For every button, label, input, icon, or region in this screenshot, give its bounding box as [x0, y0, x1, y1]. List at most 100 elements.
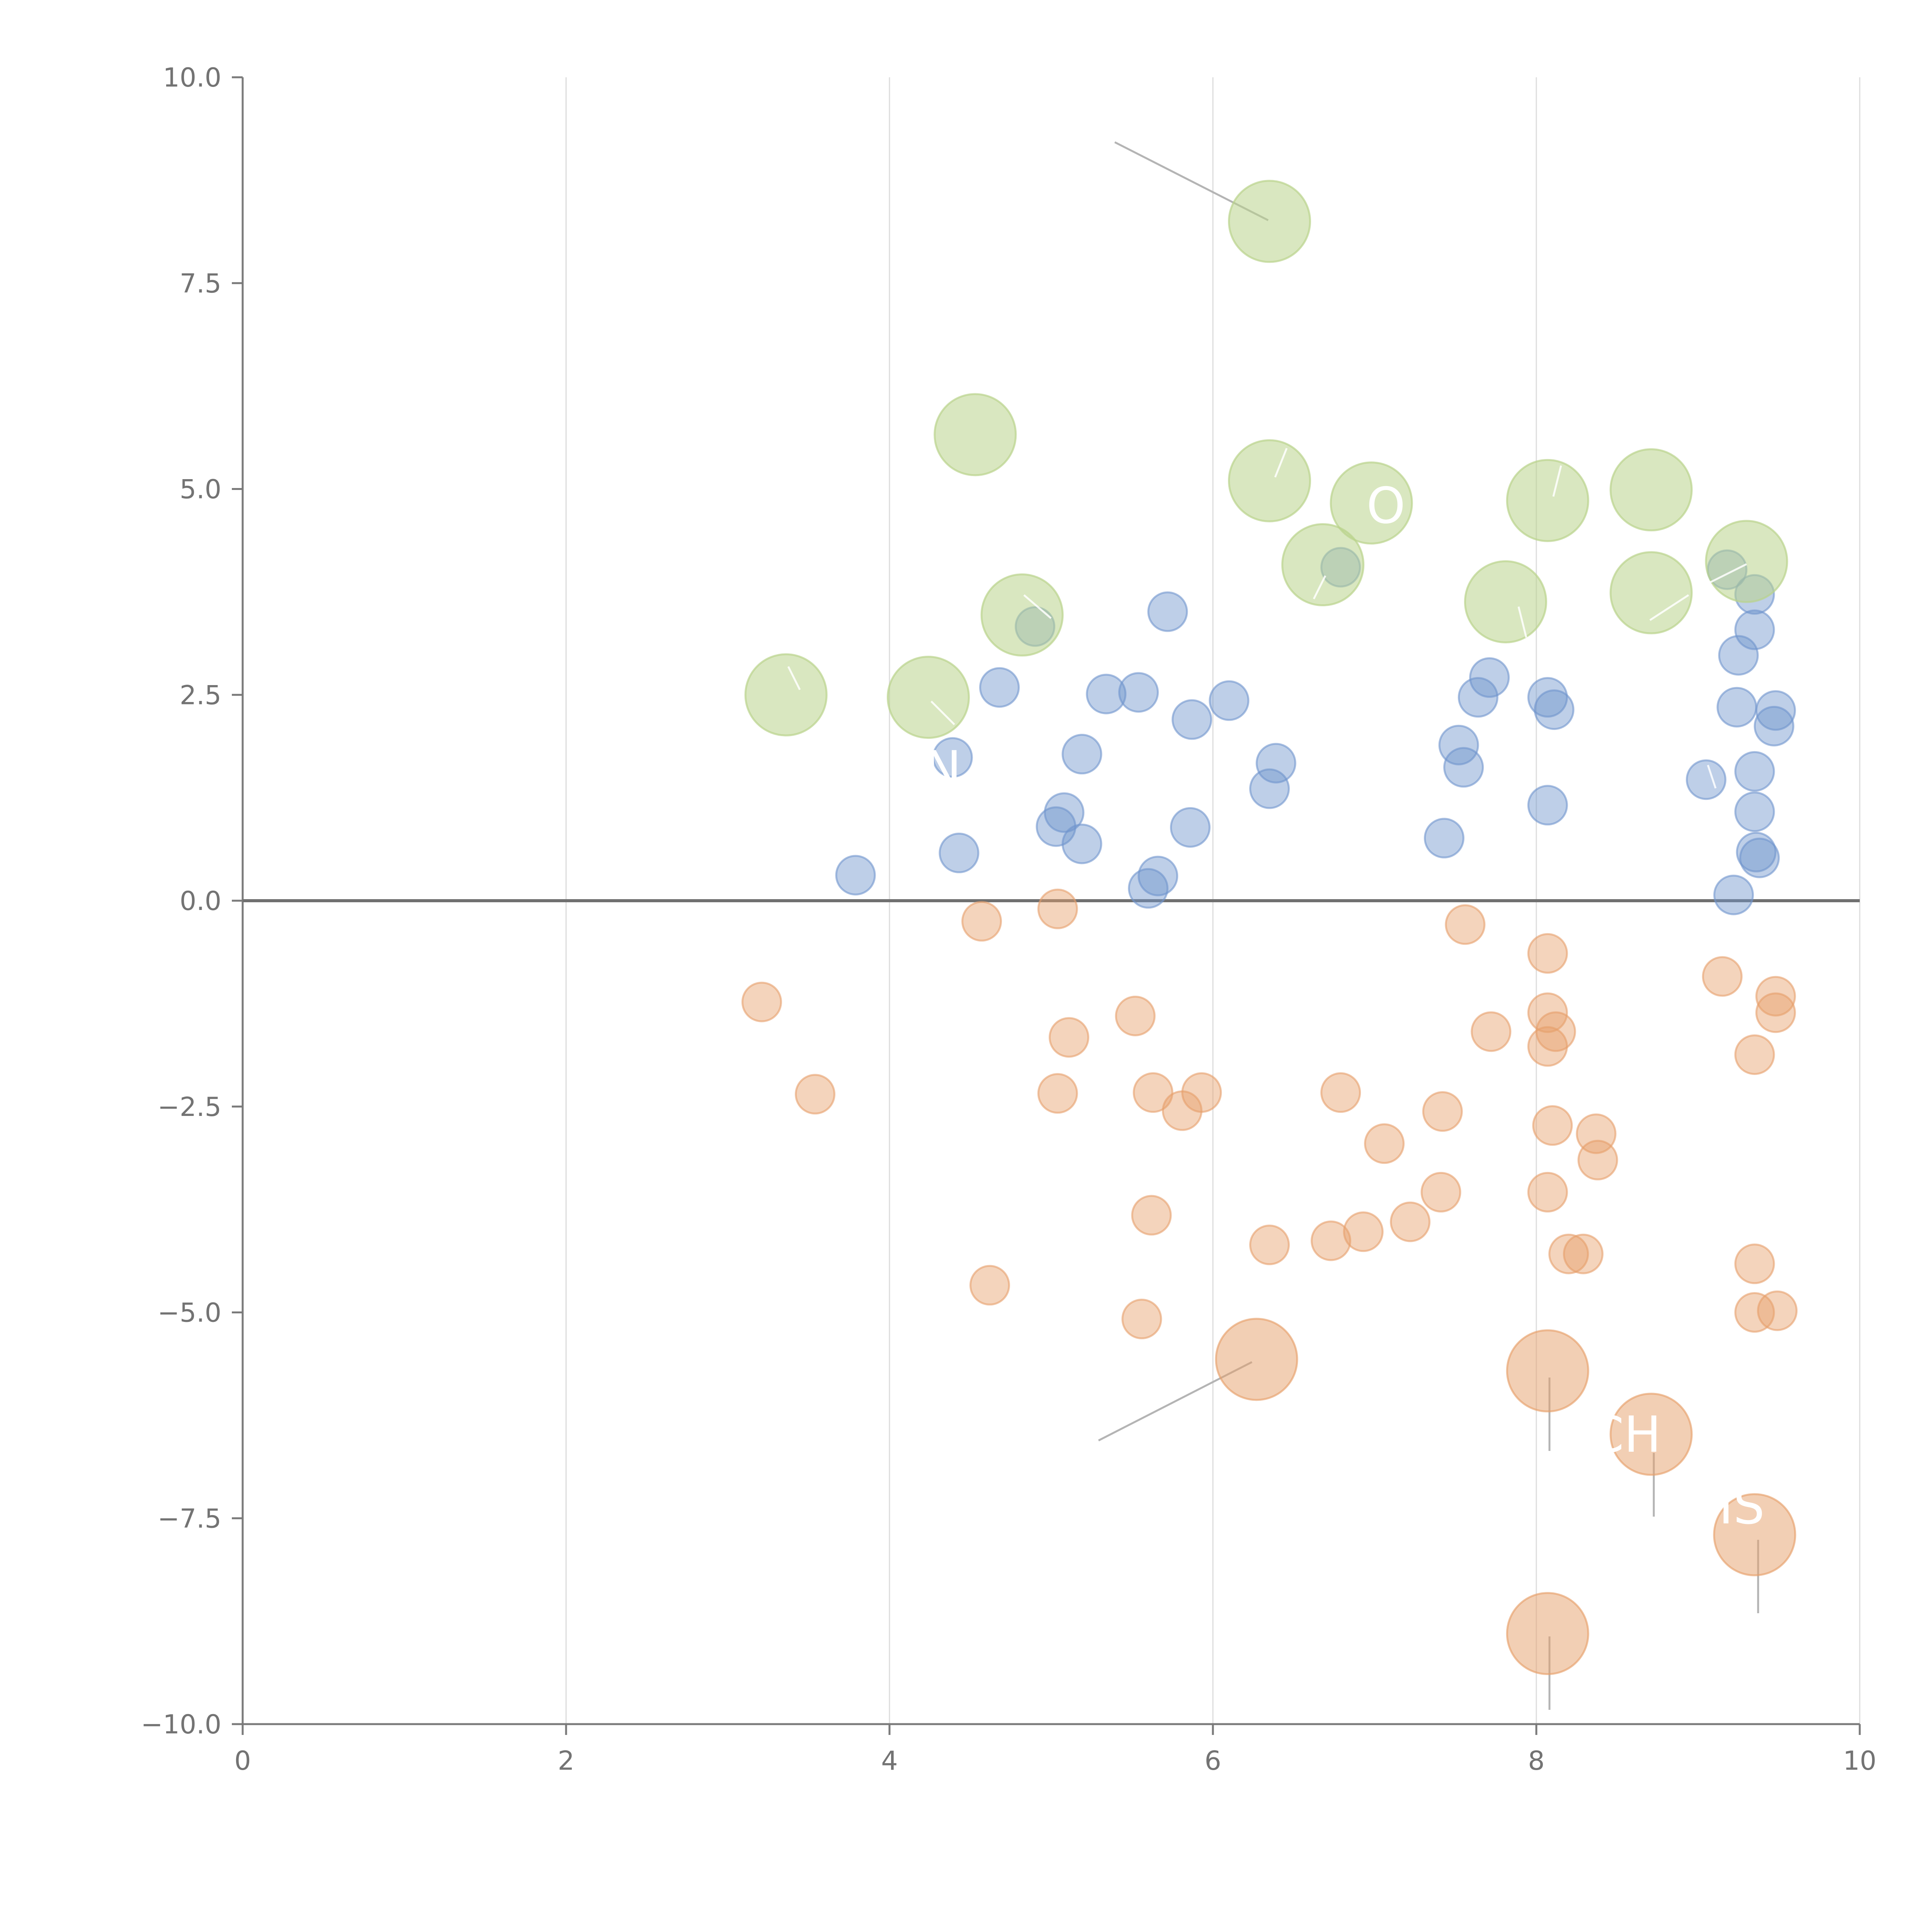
negative-bubble: [1422, 1091, 1463, 1132]
positive-bubble: [939, 832, 980, 873]
negative-bubble: [1133, 1072, 1173, 1113]
positive-bubble: [1685, 759, 1726, 800]
leader-line: [1023, 594, 1052, 619]
x-tick-label: 8: [1528, 1746, 1544, 1776]
negative-bubble: [961, 901, 1002, 942]
negative-bubble: [1121, 1299, 1162, 1340]
negative-bubble: [1311, 1220, 1352, 1261]
y-tick-label: −7.5: [158, 1503, 221, 1534]
positive-large-bubble: [1228, 180, 1311, 263]
positive-large-bubble: [980, 573, 1064, 657]
negative-bubble: [1364, 1123, 1405, 1164]
leader-line: [1696, 563, 1747, 590]
positive-bubble: [1255, 743, 1296, 784]
positive-bubble: [1534, 689, 1575, 730]
negative-bubble: [741, 981, 782, 1022]
positive-bubble: [1716, 687, 1757, 728]
positive-large-bubble: [1228, 439, 1311, 522]
negative-bubble: [1115, 995, 1156, 1036]
y-tick-label: −5.0: [158, 1298, 221, 1328]
negative-bubble: [1390, 1201, 1431, 1242]
positive-bubble: [1527, 785, 1568, 826]
x-tick-label: 0: [234, 1746, 251, 1776]
x-tick-label: 2: [558, 1746, 574, 1776]
negative-bubble: [1734, 1034, 1775, 1075]
positive-bubble: [1718, 635, 1759, 676]
negative-bubble: [1577, 1139, 1618, 1180]
positive-large-bubble: [1609, 551, 1693, 634]
positive-bubble: [979, 667, 1020, 708]
positive-bubble: [1061, 823, 1102, 864]
annotation-label: N: [924, 741, 961, 798]
x-tick-label: 10: [1843, 1746, 1877, 1776]
negative-large-bubble: [1506, 1329, 1589, 1413]
positive-bubble: [1753, 706, 1794, 747]
annotation-label: O: [1366, 477, 1405, 535]
positive-bubble: [1469, 657, 1510, 698]
negative-bubble: [1734, 1243, 1775, 1284]
points-layer: [741, 180, 1798, 1675]
negative-large-bubble: [1506, 1592, 1589, 1675]
negative-bubble: [1527, 933, 1568, 974]
positive-bubble: [1086, 673, 1127, 714]
negative-bubble: [1037, 888, 1078, 929]
positive-large-bubble: [934, 393, 1017, 476]
y-tick-label: 10.0: [163, 63, 221, 93]
positive-bubble: [835, 855, 876, 896]
inner-leader-layer: [787, 448, 1747, 789]
negative-bubble: [1563, 1233, 1604, 1274]
annotation-label: CH: [1589, 1406, 1661, 1464]
negative-bubble: [1049, 1017, 1090, 1058]
leader-line: [1517, 606, 1527, 638]
negative-bubble: [1532, 1105, 1573, 1146]
negative-bubble: [1755, 992, 1796, 1033]
positive-bubble: [1044, 792, 1085, 833]
positive-large-bubble: [744, 653, 828, 736]
negative-bubble: [1320, 1072, 1361, 1113]
leader-line: [1649, 594, 1689, 621]
y-tick-label: 0.0: [180, 886, 221, 917]
negative-bubble: [1755, 976, 1796, 1017]
positive-large-bubble: [886, 656, 970, 739]
positive-large-bubble: [1464, 560, 1547, 643]
positive-bubble: [1061, 734, 1102, 775]
negative-bubble: [1535, 1011, 1576, 1052]
positive-bubble: [1734, 609, 1775, 650]
positive-large-bubble: [1506, 459, 1589, 542]
y-tick-label: 2.5: [180, 680, 221, 711]
annotation-layer: O N CH IS: [924, 477, 1765, 1535]
leader-line: [930, 701, 955, 725]
x-tick-label: 4: [881, 1746, 898, 1776]
negative-bubble: [1548, 1233, 1589, 1274]
axis-layer: 0 2 4 6 8 10 10.0 7.5 5.0 2.5 0.0 −2.5 −5.0 −7.5 −10.0: [141, 63, 1877, 1776]
positive-bubble: [1118, 672, 1159, 713]
positive-bubble: [1172, 699, 1213, 740]
positive-bubble: [932, 737, 973, 778]
y-tick-label: −10.0: [141, 1709, 221, 1740]
positive-bubble: [1147, 591, 1188, 632]
positive-bubble: [1443, 747, 1484, 788]
leader-line: [1274, 448, 1288, 478]
positive-bubble: [1209, 680, 1250, 721]
positive-large-bubble: [1705, 520, 1788, 603]
negative-large-bubble: [1713, 1493, 1796, 1577]
negative-bubble: [1249, 1225, 1290, 1265]
positive-large-bubble: [1609, 448, 1693, 532]
leader-line: [1707, 765, 1717, 789]
negative-large-bubble: [1609, 1393, 1693, 1476]
negative-bubble: [1471, 1011, 1512, 1052]
negative-bubble: [1037, 1073, 1078, 1114]
negative-bubble: [969, 1265, 1010, 1306]
positive-bubble: [1138, 855, 1179, 896]
y-tick-label: 7.5: [180, 269, 221, 299]
leader-line: [787, 666, 801, 690]
positive-large-bubble: [1330, 461, 1413, 545]
negative-bubble: [1131, 1195, 1172, 1236]
leader-line: [1552, 465, 1562, 497]
positive-bubble: [1739, 837, 1780, 878]
negative-bubble: [1445, 904, 1486, 945]
negative-large-bubble: [1215, 1318, 1298, 1401]
negative-bubble: [1420, 1172, 1461, 1213]
positive-bubble: [1755, 690, 1796, 731]
